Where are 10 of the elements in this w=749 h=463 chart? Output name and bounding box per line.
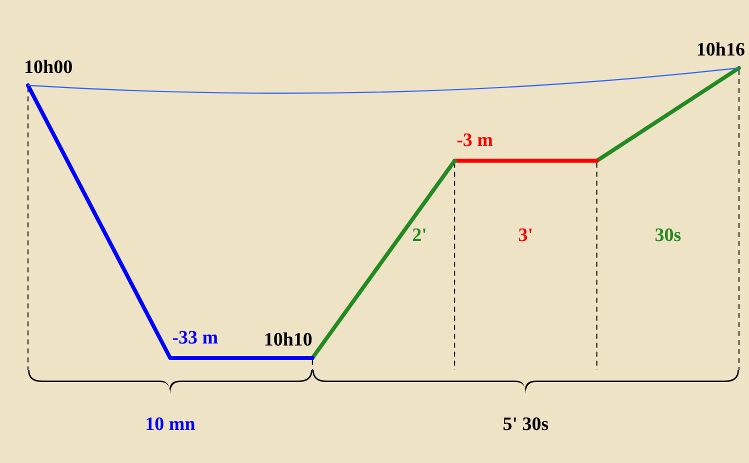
annotation: 2'	[412, 225, 427, 246]
annotation: 10h10	[264, 329, 312, 350]
annotation: 10h00	[24, 56, 73, 78]
text: 5' 30s	[502, 414, 549, 435]
annotation: 3'	[518, 225, 534, 246]
annotation: -33 m	[172, 327, 218, 348]
annotation: 30s	[654, 225, 682, 246]
text: 10 mn	[145, 414, 196, 435]
text: 10h16	[696, 39, 745, 60]
annotation: -3 m	[456, 130, 494, 152]
